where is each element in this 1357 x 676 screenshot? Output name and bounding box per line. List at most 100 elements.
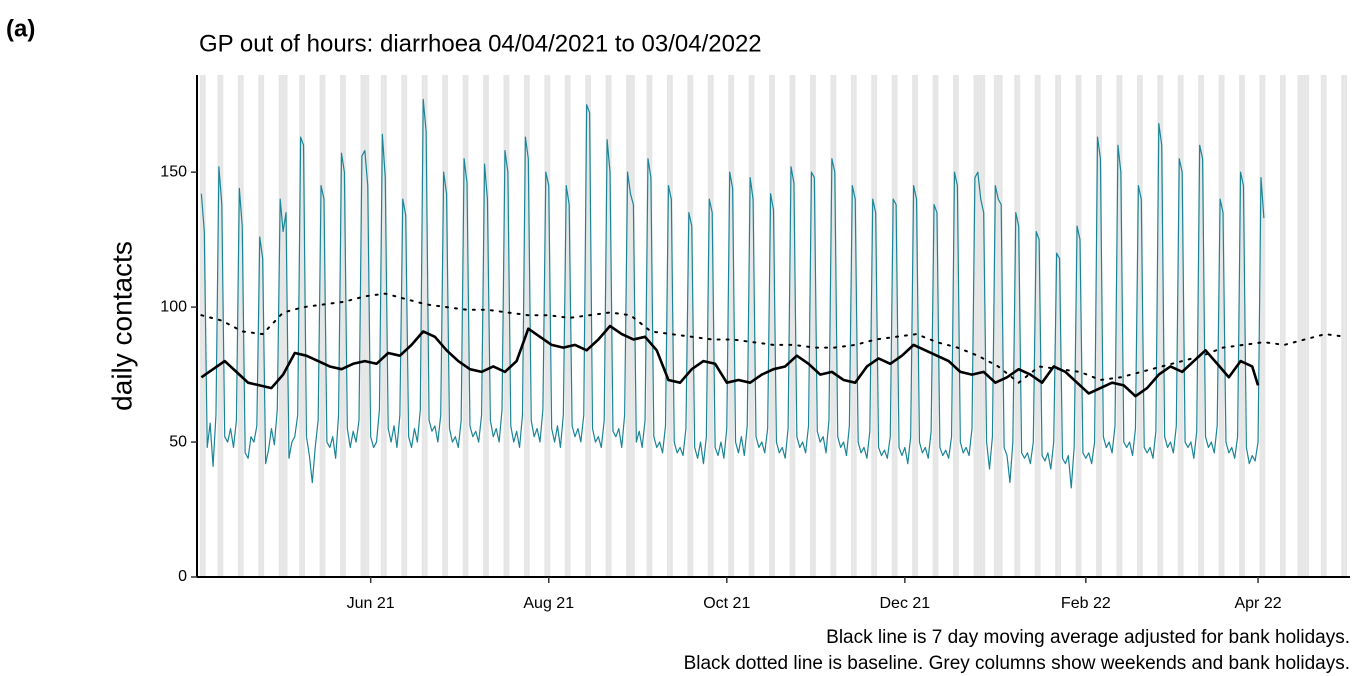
shaded-day [982,75,986,577]
shaded-day [748,75,752,577]
shaded-day [666,75,670,577]
shaded-day [812,75,816,577]
x-tick-label: Dec 21 [880,595,931,612]
shaded-day [789,75,793,577]
shaded-day [1323,75,1327,577]
shaded-day [731,75,735,577]
shaded-day [319,75,323,577]
shaded-day [1136,75,1140,577]
shaded-day [1239,75,1242,577]
shading [199,75,1348,577]
shaded-day [1300,75,1304,577]
shaded-day [588,75,592,577]
shaded-day [999,75,1003,577]
shaded-day [1116,75,1120,577]
x-tick-label: Jun 21 [347,595,395,612]
shaded-day [1119,75,1123,577]
shaded-day [1058,75,1062,577]
shaded-day [979,75,983,577]
shaded-day [202,75,206,577]
shaded-day [1341,75,1345,577]
shaded-day [935,75,939,577]
shaded-day [523,75,527,577]
shaded-day [284,75,288,577]
shaded-day [631,75,635,577]
shaded-day [1297,75,1301,577]
shaded-day [955,75,959,577]
shaded-day [772,75,775,577]
shaded-day [1320,75,1324,577]
shaded-day [915,75,918,577]
shaded-day [853,75,857,577]
shaded-day [871,75,875,577]
shaded-day [1306,75,1310,577]
shaded-day [891,75,895,577]
shaded-day [1096,75,1099,577]
shaded-day [687,75,691,577]
shaded-day [1218,75,1222,577]
shaded-day [342,75,346,577]
shaded-day [626,75,630,577]
series-line [200,324,1260,398]
shaded-day [485,75,489,577]
x-tick-label: Aug 21 [523,595,574,612]
y-tick-label: 0 [178,568,187,585]
shaded-day [1180,75,1184,577]
shaded-day [506,75,510,577]
shaded-day [1241,75,1245,577]
shaded-day [1344,75,1348,577]
x-tick-label: Feb 22 [1061,595,1111,612]
shaded-day [281,75,285,577]
shaded-day [1262,75,1266,577]
shaded-day [646,75,650,577]
shaded-day [322,75,326,577]
plot-lines [200,98,1347,489]
shaded-day [404,75,408,577]
y-tick-label: 150 [160,163,187,180]
shaded-day [240,75,244,577]
shaded-day [567,75,571,577]
shaded-day [894,75,898,577]
shaded-day [220,75,224,577]
shaded-day [547,75,551,577]
shaded-day [830,75,834,577]
shaded-day [874,75,878,577]
shaded-day [728,75,732,577]
shaded-day [751,75,755,577]
shaded-day [973,75,977,577]
shaded-day [932,75,936,577]
shaded-day [199,75,203,577]
shaded-day [401,75,405,577]
shaded-day [278,75,282,577]
shaded-day [792,75,796,577]
shaded-day [526,75,530,577]
shaded-day [1055,75,1059,577]
shaded-day [1098,75,1102,577]
shaded-day [1160,75,1164,577]
shaded-day [993,75,997,577]
shaded-day [912,75,916,577]
shaded-day [445,75,449,577]
panel-label: (a) [6,15,35,42]
shaded-day [1201,75,1205,577]
shaded-day [483,75,486,577]
x-tick-label: Apr 22 [1234,595,1281,612]
series-line [200,98,1265,489]
shaded-day [953,75,956,577]
shaded-day [360,75,364,577]
shaded-day [237,75,241,577]
shaded-day [544,75,548,577]
shaded-day [707,75,711,577]
shaded-day [340,75,343,577]
shaded-day [629,75,632,577]
shaded-day [996,75,1000,577]
shaded-day [366,75,370,577]
y-axis-label: daily contacts [106,241,137,411]
shaded-day [442,75,446,577]
shaded-day [465,75,469,577]
shaded-day [690,75,694,577]
chart-title: GP out of hours: diarrhoea 04/04/2021 to… [199,30,762,57]
shaded-day [421,75,425,577]
y-tick-label: 100 [160,298,187,315]
shaded-day [1221,75,1225,577]
